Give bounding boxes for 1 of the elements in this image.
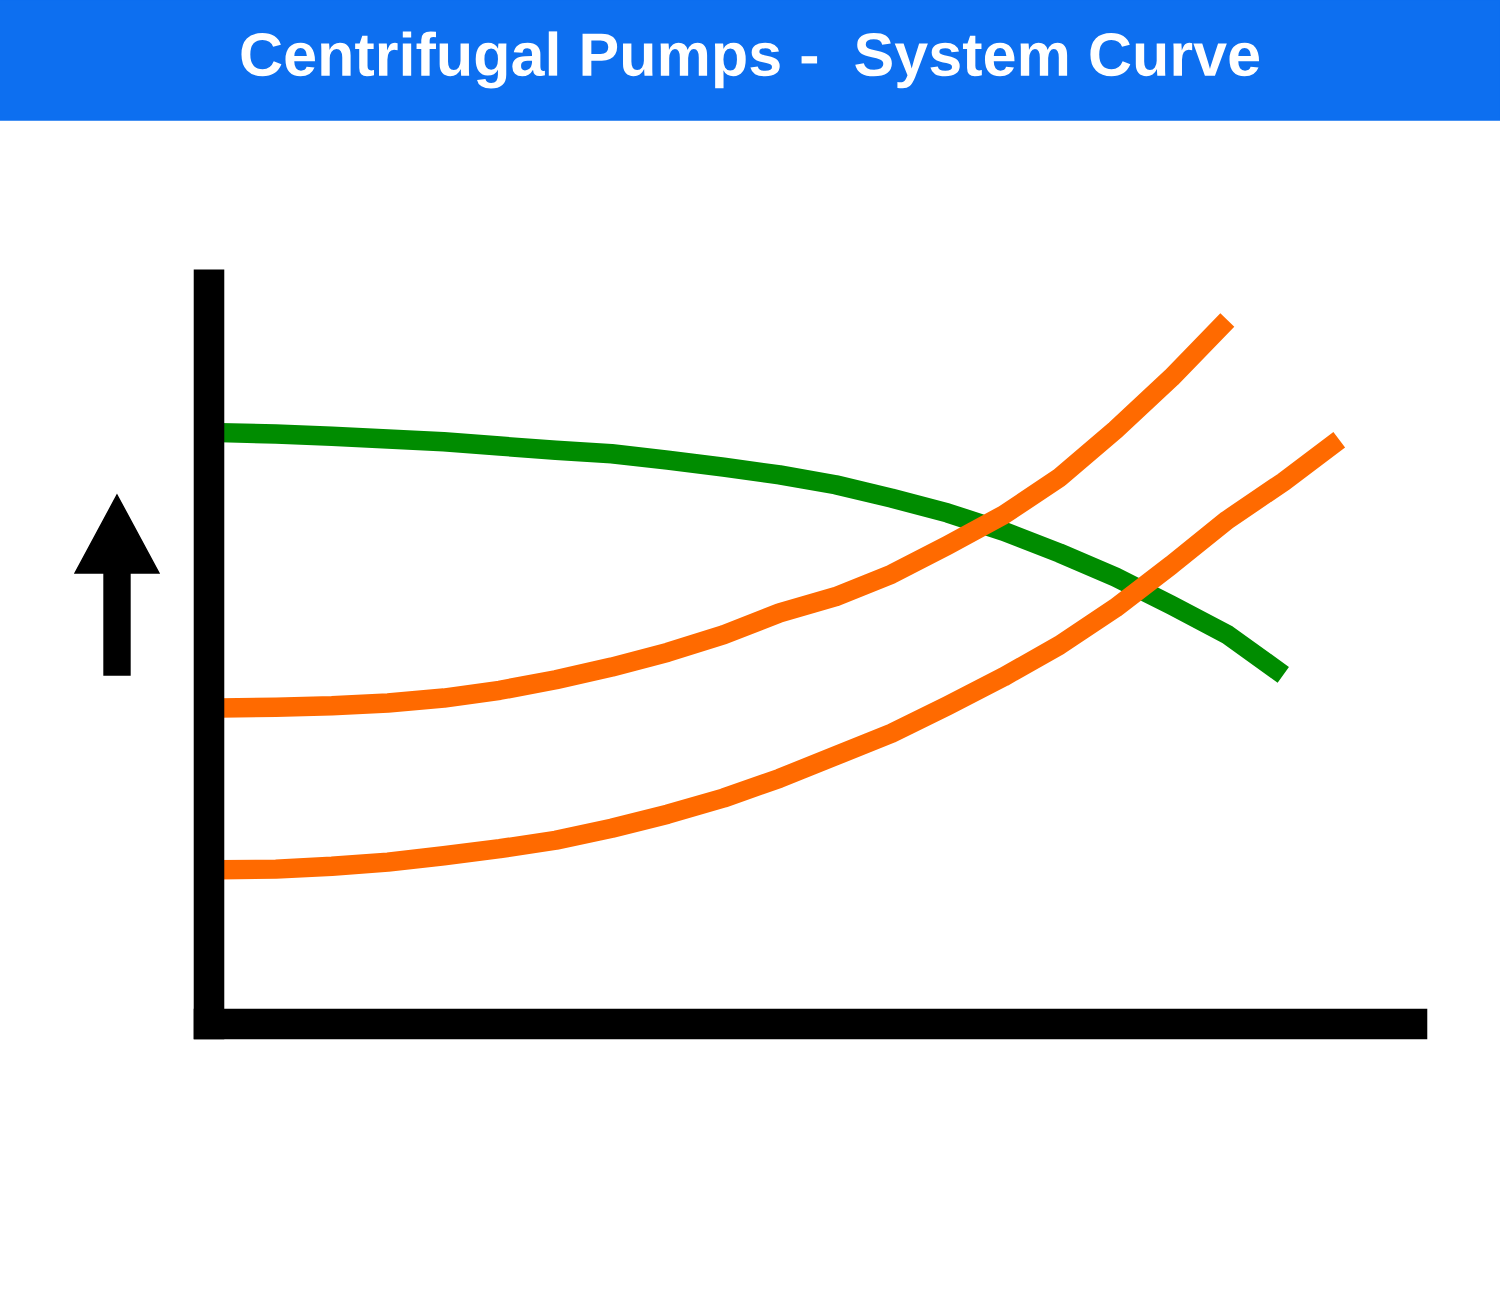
chart-title: Centrifugal Pumps - System Curve [241,31,1260,89]
